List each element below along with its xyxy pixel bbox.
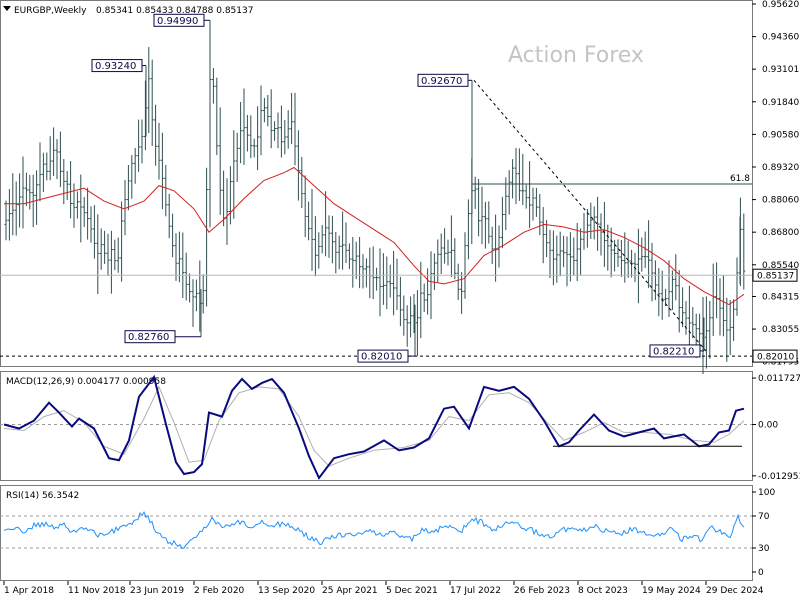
rsi-tick-label: 30: [758, 544, 770, 554]
price-tick-label: 0.93101: [762, 65, 799, 75]
macd-lines: [3, 374, 745, 480]
price-tick-label: 0.86800: [762, 228, 799, 238]
rsi-line: [3, 510, 745, 550]
pivot-label: 0.92670: [421, 76, 462, 87]
pivot-label: 0.94990: [157, 16, 198, 27]
price-tick-label: 0.84315: [762, 292, 799, 302]
pivot-label: 0.93240: [95, 61, 136, 72]
x-tick-label: 5 Dec 2021: [386, 586, 438, 596]
x-tick-label: 2 Feb 2020: [194, 586, 245, 596]
macd-axis: 0.011727 0.00 -0.012951: [0, 374, 800, 482]
current-price-label: 0.85137: [757, 272, 794, 282]
chart-ohlc-values: 0.85341 0.85433 0.84788 0.85137: [96, 6, 253, 16]
macd-signal-line: [3, 385, 745, 467]
rsi-lines: [3, 510, 745, 550]
rsi-title: RSI(14) 56.3542: [6, 491, 79, 501]
rsi-tick-label: 70: [758, 512, 770, 522]
x-tick-label: 23 Jun 2019: [130, 586, 184, 596]
header-dropdown-icon[interactable]: [3, 6, 11, 11]
support-price-tag: [752, 349, 798, 363]
moving-average: [4, 166, 745, 306]
pivot-label: 0.82210: [653, 346, 694, 357]
price-tick-label: 0.83055: [762, 325, 799, 335]
price-tick-label: 0.88060: [762, 196, 799, 206]
x-tick-label: 25 Apr 2021: [322, 586, 378, 596]
macd-tick-label: 0.011727: [758, 374, 800, 384]
x-tick-label: 29 Dec 2024: [706, 586, 764, 596]
price-overlays: 0.85137 0.82010 61.8 0.93240 0.94990 0.82760 0…: [0, 13, 798, 363]
rsi-tick-label: 0: [758, 568, 764, 578]
rsi-axis: 100 70 30 0: [0, 488, 775, 578]
x-tick-label: 26 Feb 2023: [514, 586, 570, 596]
rsi-tick-label: 100: [758, 488, 775, 498]
chart-symbol-title: EURGBP,Weekly: [14, 6, 87, 16]
support-price-label: 0.82010: [757, 353, 794, 363]
pivot-label: 0.82010: [361, 352, 402, 363]
sma-line: [4, 166, 745, 306]
x-tick-label: 8 Oct 2023: [578, 586, 628, 596]
macd-panel-frame: [0, 371, 753, 481]
price-bars: [4, 20, 746, 375]
pivot-label: 0.82760: [128, 332, 169, 343]
trend-dashed-line: [473, 79, 707, 352]
price-tick-label: 0.94360: [762, 33, 799, 43]
price-tick-label: 0.90580: [762, 130, 799, 140]
price-tick-label: 0.95620: [762, 0, 799, 10]
x-tick-label: 19 May 2024: [642, 586, 701, 596]
x-tick-label: 1 Apr 2018: [4, 586, 54, 596]
price-panel-frame: [0, 0, 753, 367]
rsi-panel-frame: [0, 485, 753, 581]
price-tick-label: 0.85540: [762, 261, 799, 271]
current-price-tag: [752, 268, 798, 282]
x-tick-label: 17 Jul 2022: [450, 586, 501, 596]
x-axis: 1 Apr 2018 11 Nov 2018 23 Jun 2019 2 Feb 20…: [3, 581, 764, 596]
macd-main-line: [3, 374, 745, 480]
x-tick-label: 13 Sep 2020: [258, 586, 315, 596]
fib-level-label: 61.8: [730, 174, 750, 184]
x-tick-label: 11 Nov 2018: [68, 586, 126, 596]
macd-tick-label: 0.00: [758, 421, 778, 431]
watermark: Action Forex: [508, 43, 644, 68]
macd-tick-label: -0.012951: [758, 472, 800, 482]
price-tick-label: 0.89320: [762, 163, 799, 173]
price-axis: 0.95620 0.94360 0.93101 0.91840 0.90580 0.893…: [752, 0, 799, 368]
macd-title: MACD(12,26,9) 0.004177 0.000958: [6, 377, 166, 387]
price-tick-label: 0.81795: [762, 358, 799, 368]
price-tick-label: 0.91840: [762, 98, 799, 108]
